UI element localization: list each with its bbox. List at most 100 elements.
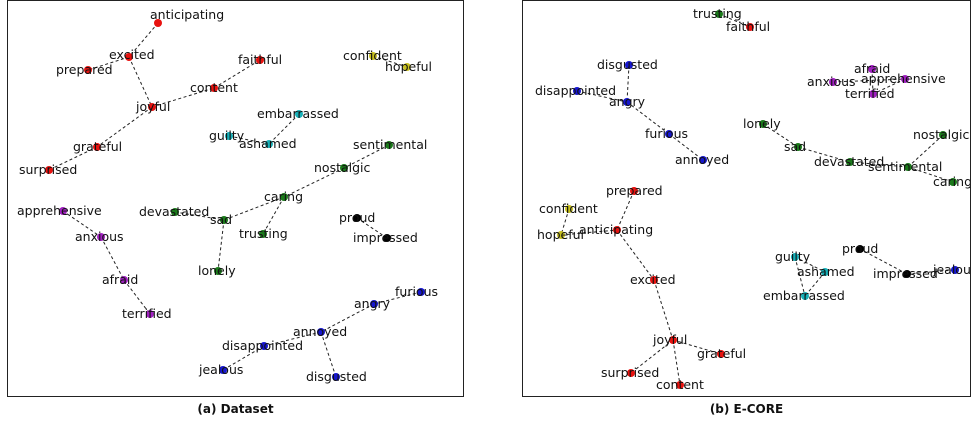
node-label-impressed: impressed xyxy=(353,230,418,245)
node-prepared xyxy=(630,187,638,195)
node-label-disappointed: disappointed xyxy=(222,338,303,353)
node-label-hopeful: hopeful xyxy=(385,59,432,74)
edge-proud-impressed xyxy=(859,248,908,275)
node-label-furious: furious xyxy=(395,284,438,299)
edge-proud-impressed xyxy=(356,217,388,239)
node-label-angry: angry xyxy=(609,94,646,109)
edge-joyful-content xyxy=(672,339,681,386)
node-label-grateful: grateful xyxy=(697,346,746,361)
node-grateful xyxy=(93,143,101,151)
node-label-trusting: trusting xyxy=(239,226,288,241)
edge-excited-joyful xyxy=(653,279,674,341)
node-caring xyxy=(949,178,957,186)
node-label-joyful: joyful xyxy=(135,99,170,114)
edge-joyful-grateful xyxy=(672,339,722,355)
node-confident xyxy=(565,205,573,213)
node-terrified xyxy=(869,90,877,98)
node-surprised xyxy=(627,369,635,377)
node-annoyed xyxy=(699,156,707,164)
node-ashamed xyxy=(265,140,273,148)
edge-joyful-grateful xyxy=(96,106,153,148)
edge-angry-annoyed xyxy=(320,303,375,333)
node-sad xyxy=(794,143,802,151)
edge-apprehensive-anxious xyxy=(62,210,102,238)
node-impressed xyxy=(383,234,391,242)
edge-excited-joyful xyxy=(128,56,153,108)
node-embarrassed xyxy=(295,110,303,118)
node-disgusted xyxy=(625,61,633,69)
node-label-jealous: jealous xyxy=(932,262,971,277)
node-disgusted xyxy=(332,373,340,381)
node-label-caring: caring xyxy=(264,189,303,204)
edge-sentimental-nostalgic xyxy=(907,134,944,168)
node-label-surprised: surprised xyxy=(19,162,77,177)
node-label-caring: caring xyxy=(933,174,971,189)
caption-e-core: (b) E-CORE xyxy=(709,402,784,416)
edge-guilty-embarrassed xyxy=(794,256,806,297)
node-faithful xyxy=(256,56,264,64)
node-devastated xyxy=(846,158,854,166)
edge-sad-devastated xyxy=(797,146,851,163)
node-apprehensive xyxy=(901,75,909,83)
node-label-guilty: guilty xyxy=(209,128,245,143)
panel-e-core: trusting faithful disgusted disappointed ang… xyxy=(522,0,971,397)
node-label-trusting: trusting xyxy=(693,6,742,21)
edge-furious-annoyed xyxy=(668,133,704,161)
node-content xyxy=(210,84,218,92)
node-impressed xyxy=(903,270,911,278)
node-devastated xyxy=(171,208,179,216)
node-label-sentimental: sentimental xyxy=(868,159,942,174)
node-proud xyxy=(353,214,361,222)
node-jealous xyxy=(219,366,227,374)
node-label-embarrassed: embarrassed xyxy=(257,106,339,121)
node-furious xyxy=(665,130,673,138)
node-label-confident: confident xyxy=(343,48,402,63)
node-label-annoyed: annoyed xyxy=(293,324,347,339)
node-sentimental xyxy=(904,163,912,171)
node-trusting xyxy=(715,10,723,18)
node-label-lonely: lonely xyxy=(198,263,236,278)
node-guilty xyxy=(225,132,233,140)
node-label-guilty: guilty xyxy=(775,249,811,264)
edge-guilty-ashamed xyxy=(794,256,826,273)
node-label-angry: angry xyxy=(354,296,391,311)
node-proud xyxy=(856,245,864,253)
node-excited xyxy=(650,276,658,284)
node-label-apprehensive: apprehensive xyxy=(17,203,102,218)
node-label-ashamed: ashamed xyxy=(797,264,855,279)
node-hopeful xyxy=(557,231,565,239)
node-label-afraid: afraid xyxy=(854,61,890,76)
node-ashamed xyxy=(821,268,829,276)
node-content xyxy=(676,381,684,389)
node-label-joyful: joyful xyxy=(652,332,687,347)
node-embarrassed xyxy=(801,292,809,300)
node-label-ashamed: ashamed xyxy=(239,136,297,151)
node-afraid xyxy=(120,276,128,284)
node-angry xyxy=(370,300,378,308)
node-disappointed xyxy=(260,342,268,350)
edge-confident-hopeful xyxy=(560,208,570,236)
edge-sentimental-caring xyxy=(907,166,954,183)
edge-anticipating-excited xyxy=(616,229,655,281)
node-annoyed xyxy=(317,328,325,336)
node-trusting xyxy=(259,230,267,238)
node-label-prepared: prepared xyxy=(56,62,113,77)
edge-apprehensive-terrified xyxy=(872,78,906,95)
node-label-proud: proud xyxy=(339,210,375,225)
node-anticipating xyxy=(613,226,621,234)
edge-caring-trusting xyxy=(262,196,285,235)
node-label-devastated: devastated xyxy=(814,154,884,169)
node-label-lonely: lonely xyxy=(743,116,781,131)
node-confident xyxy=(369,52,377,60)
node-label-devastated: devastated xyxy=(139,204,209,219)
node-label-sad: sad xyxy=(210,212,232,227)
node-label-embarrassed: embarrassed xyxy=(763,288,845,303)
node-lonely xyxy=(214,267,222,275)
edge-confident-hopeful xyxy=(372,55,408,68)
node-terrified xyxy=(146,310,154,318)
edge-afraid-terrified xyxy=(871,68,874,95)
edge-grateful-surprised xyxy=(48,146,98,171)
edge-content-faithful xyxy=(213,59,261,89)
node-label-disgusted: disgusted xyxy=(597,57,658,72)
